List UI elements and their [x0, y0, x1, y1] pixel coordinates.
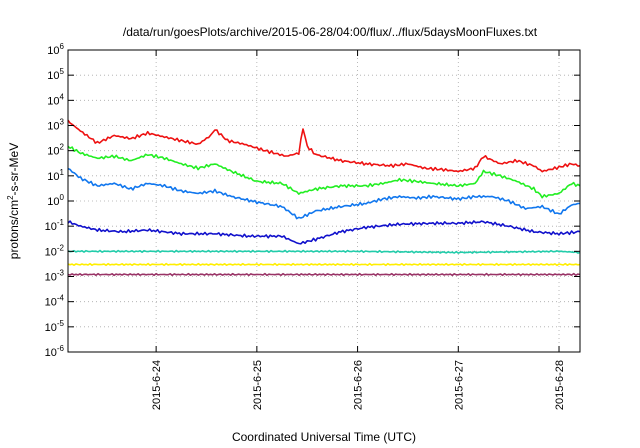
- y-tick-base: 10: [45, 322, 57, 334]
- x-tick-label: 2015-6-27: [453, 360, 465, 410]
- series-line-6: [67, 262, 581, 267]
- y-tick-base: 10: [47, 45, 59, 57]
- y-tick-exp: 0: [60, 193, 65, 202]
- y-tick-exp: 5: [60, 67, 65, 76]
- y-tick-exp: 3: [60, 118, 65, 127]
- y-tick-base: 10: [45, 246, 57, 258]
- y-tick-base: 10: [47, 196, 59, 208]
- x-tick-label: 2015-6-25: [252, 360, 264, 410]
- axis-labels: 10610510410310210110010-110-210-310-410-…: [45, 42, 580, 410]
- y-tick-exp: -5: [57, 319, 65, 328]
- series-line-1: [67, 119, 581, 173]
- series-line-3: [67, 167, 581, 220]
- y-tick-exp: 2: [60, 143, 65, 152]
- y-tick-base: 10: [45, 272, 57, 284]
- y-axis-label-main: protons/cm: [7, 200, 21, 259]
- y-axis-label-rest: -s-sr-MeV: [7, 143, 21, 196]
- series-line-7: [67, 272, 581, 277]
- y-tick-base: 10: [47, 70, 59, 82]
- x-tick-label: 2015-6-26: [353, 360, 365, 410]
- y-tick-exp: -6: [57, 344, 65, 353]
- x-axis-label: Coordinated Universal Time (UTC): [232, 430, 416, 444]
- chart-title: /data/run/goesPlots/archive/2015-06-28/0…: [123, 25, 538, 39]
- y-tick-exp: 1: [60, 168, 65, 177]
- y-tick-label: 10-2: [45, 243, 65, 258]
- y-tick-exp: -1: [57, 218, 65, 227]
- y-axis-label: protons/cm2-s-sr-MeV: [6, 143, 21, 259]
- y-tick-label: 102: [47, 143, 64, 158]
- y-tick-exp: -3: [57, 269, 65, 278]
- y-tick-exp: -4: [57, 294, 65, 303]
- y-tick-base: 10: [47, 146, 59, 158]
- y-tick-exp: 4: [60, 92, 65, 101]
- series-line-2: [67, 145, 581, 199]
- y-tick-exp: -2: [57, 243, 65, 252]
- y-tick-label: 10-4: [45, 294, 65, 309]
- y-tick-base: 10: [47, 95, 59, 107]
- grid-lines: [68, 49, 580, 353]
- series-line-5: [67, 249, 581, 254]
- y-tick-label: 10-5: [45, 319, 65, 334]
- y-tick-exp: 6: [60, 42, 65, 51]
- y-tick-base: 10: [47, 121, 59, 133]
- y-tick-label: 101: [47, 168, 64, 183]
- x-tick-label: 2015-6-28: [554, 360, 566, 410]
- y-tick-label: 10-6: [45, 344, 65, 359]
- y-tick-base: 10: [45, 221, 57, 233]
- y-tick-label: 103: [47, 118, 64, 133]
- y-tick-label: 106: [47, 42, 64, 57]
- y-tick-base: 10: [45, 297, 57, 309]
- y-tick-label: 10-1: [45, 218, 65, 233]
- series-line-4: [67, 220, 581, 245]
- y-tick-base: 10: [47, 171, 59, 183]
- series-group: [67, 119, 581, 277]
- y-tick-base: 10: [45, 347, 57, 359]
- y-tick-label: 10-3: [45, 269, 65, 284]
- y-tick-label: 105: [47, 67, 64, 82]
- y-axis-label-exp: 2: [6, 195, 15, 200]
- x-tick-label: 2015-6-24: [151, 360, 163, 410]
- y-tick-label: 104: [47, 92, 64, 107]
- y-tick-label: 100: [47, 193, 64, 208]
